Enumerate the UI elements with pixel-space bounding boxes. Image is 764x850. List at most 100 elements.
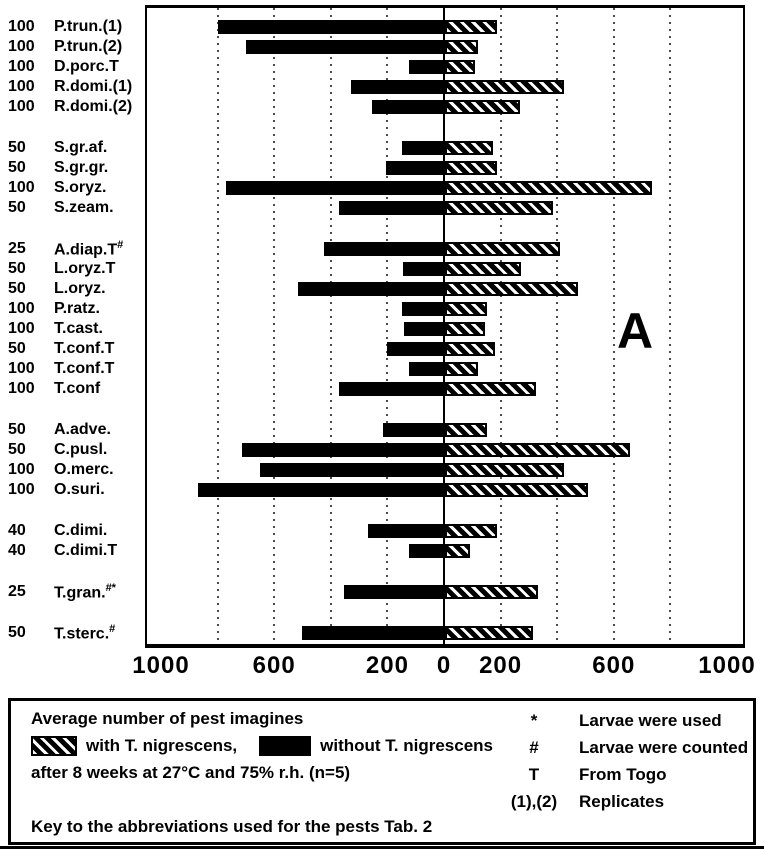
bar-without-nigrescens <box>344 585 444 599</box>
bar-strip <box>147 521 743 541</box>
legend-series-line: with T. nigrescens, without T. nigrescen… <box>31 736 493 756</box>
sample-size-label: 100 <box>8 380 35 397</box>
pest-label: P.trun.(2) <box>54 38 123 55</box>
legend-conditions: after 8 weeks at 27°C and 75% r.h. (n=5) <box>31 763 351 782</box>
bar-without-nigrescens <box>339 382 444 396</box>
x-axis-tick-label: 1000 <box>132 652 190 679</box>
legend-symbol: (1),(2) <box>510 792 558 811</box>
bar-with-nigrescens <box>445 322 485 336</box>
bar-without-nigrescens <box>302 626 444 640</box>
pest-label: S.zeam. <box>54 199 114 216</box>
pest-label: D.porc.T <box>54 58 119 75</box>
pest-label: T.conf <box>54 380 101 397</box>
legend-symbol: # <box>529 738 539 757</box>
chart-row: 50 S.gr.af. <box>8 138 756 158</box>
bar-without-nigrescens <box>198 483 444 497</box>
bar-without-nigrescens <box>368 524 444 538</box>
chart-row: 50 L.oryz. <box>8 279 756 299</box>
bar-with-nigrescens <box>445 463 564 477</box>
bar-with-nigrescens <box>445 201 553 215</box>
x-axis-tick-label: 1000 <box>698 652 756 679</box>
zero-axis-line <box>443 8 445 644</box>
bar-strip <box>147 279 743 299</box>
bar-strip <box>147 379 743 399</box>
bar-without-nigrescens <box>298 282 444 296</box>
chart-row: 50 S.zeam. <box>8 198 756 218</box>
chart-row: 100 D.porc.T <box>8 57 756 77</box>
legend-title: Average number of pest imagines <box>31 709 304 728</box>
gridline <box>669 8 672 644</box>
bar-without-nigrescens <box>386 161 444 175</box>
sample-size-label: 50 <box>8 280 26 297</box>
legend-symbol-row: * Larvae were used <box>489 711 748 731</box>
bar-strip <box>147 582 743 602</box>
legend-symbol-meaning: From Togo <box>579 765 667 784</box>
sample-size-label: 50 <box>8 421 26 438</box>
bar-strip <box>147 198 743 218</box>
x-axis-tick-label: 200 <box>365 652 409 679</box>
bar-strip <box>147 339 743 359</box>
pest-label: R.domi.(1) <box>54 78 133 95</box>
bar-with-nigrescens <box>445 161 497 175</box>
bar-with-nigrescens <box>445 342 495 356</box>
chart-row: 40 C.dimi.T <box>8 541 756 561</box>
bar-with-nigrescens <box>445 100 520 114</box>
bar-strip <box>147 77 743 97</box>
bar-with-nigrescens <box>445 141 493 155</box>
pest-label: C.dimi.T <box>54 542 118 559</box>
x-axis-tick-label: 0 <box>436 652 452 679</box>
pest-label: P.ratz. <box>54 300 100 317</box>
chart-row: 100 P.trun.(2) <box>8 37 756 57</box>
pest-label: O.merc. <box>54 461 114 478</box>
chart-row: 100 P.trun.(1) <box>8 17 756 37</box>
pest-label: T.sterc.# <box>54 622 116 643</box>
legend-symbol-row: T From Togo <box>489 765 748 785</box>
sample-size-label: 100 <box>8 360 35 377</box>
pest-label: C.dimi. <box>54 522 108 539</box>
pest-label: S.oryz. <box>54 179 107 196</box>
sample-size-label: 50 <box>8 624 26 641</box>
legend-symbol: * <box>530 711 538 730</box>
sample-size-label: 50 <box>8 260 26 277</box>
sample-size-label: 100 <box>8 38 35 55</box>
solid-swatch-icon <box>259 736 312 756</box>
chart-row: 50 S.gr.gr. <box>8 158 756 178</box>
pest-label: O.suri. <box>54 481 105 498</box>
chart-row: 50 C.pusl. <box>8 440 756 460</box>
bar-with-nigrescens <box>445 443 630 457</box>
pest-label: T.conf.T <box>54 360 115 377</box>
bar-with-nigrescens <box>445 483 588 497</box>
pest-label: A.adve. <box>54 421 111 438</box>
pest-label: L.oryz. <box>54 280 106 297</box>
x-axis-tick-label: 600 <box>592 652 636 679</box>
sample-size-label: 100 <box>8 320 35 337</box>
legend-symbol-meaning: Larvae were used <box>579 711 722 730</box>
legend-key-note: Key to the abbreviations used for the pe… <box>31 817 433 836</box>
pest-label: T.cast. <box>54 320 103 337</box>
bar-with-nigrescens <box>445 302 487 316</box>
chart-row: 25 A.diap.T# <box>8 239 756 259</box>
sample-size-label: 50 <box>8 199 26 216</box>
bar-strip <box>147 158 743 178</box>
chart-row: 50 T.sterc.# <box>8 623 756 643</box>
legend-with-label: with T. nigrescens, <box>86 736 238 755</box>
gridline <box>556 8 559 644</box>
group-spacer <box>8 602 756 623</box>
chart-row: 100 T.conf <box>8 379 756 399</box>
bar-without-nigrescens <box>339 201 444 215</box>
chart-row: 50 A.adve. <box>8 420 756 440</box>
bar-with-nigrescens <box>445 626 533 640</box>
bar-with-nigrescens <box>445 181 652 195</box>
bar-with-nigrescens <box>445 262 521 276</box>
chart-row: 40 C.dimi. <box>8 521 756 541</box>
chart-row: 50 T.conf.T <box>8 339 756 359</box>
gridline <box>612 8 615 644</box>
bar-strip <box>147 480 743 500</box>
bar-strip <box>147 299 743 319</box>
bar-strip <box>147 460 743 480</box>
x-axis-tick-label: 200 <box>479 652 523 679</box>
gridline <box>329 8 332 644</box>
bar-without-nigrescens <box>383 423 444 437</box>
bar-with-nigrescens <box>445 282 578 296</box>
